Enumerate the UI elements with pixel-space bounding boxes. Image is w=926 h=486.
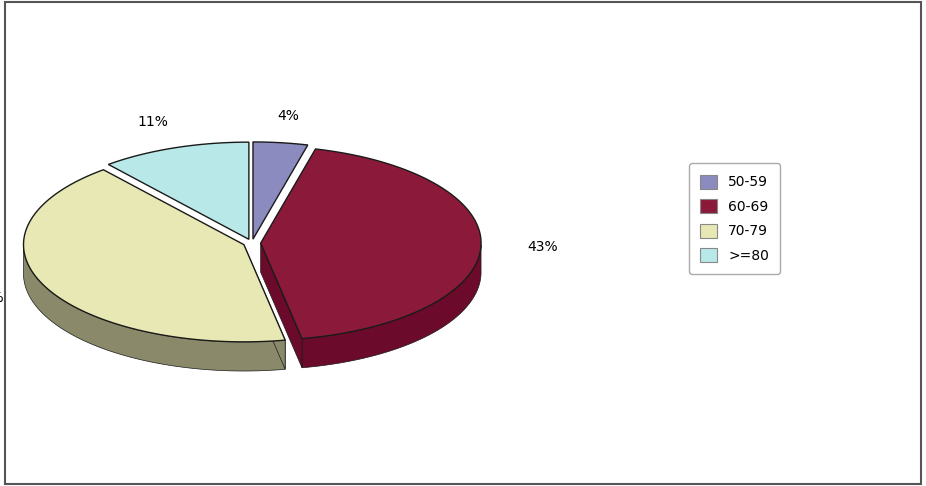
Polygon shape (253, 142, 307, 239)
Polygon shape (261, 149, 482, 339)
Text: 42%: 42% (0, 291, 4, 305)
Polygon shape (23, 170, 285, 342)
Legend: 50-59, 60-69, 70-79, >=80: 50-59, 60-69, 70-79, >=80 (689, 163, 781, 274)
Polygon shape (23, 247, 285, 371)
Polygon shape (244, 244, 285, 369)
Polygon shape (261, 243, 302, 368)
Text: 11%: 11% (138, 115, 169, 129)
Text: 43%: 43% (527, 240, 558, 254)
Polygon shape (108, 142, 249, 239)
Text: 4%: 4% (278, 109, 299, 122)
Polygon shape (302, 245, 481, 368)
